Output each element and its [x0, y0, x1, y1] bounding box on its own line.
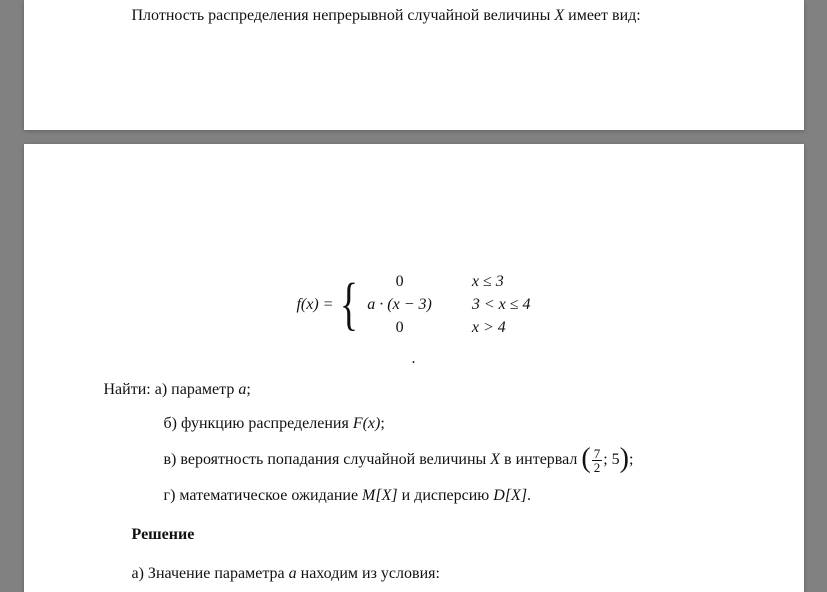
interval-fraction: 72: [592, 447, 603, 474]
case-1: 0: [396, 270, 404, 293]
interval-semicolon: ;: [603, 451, 611, 468]
case-2: a · (x − 3): [367, 293, 432, 316]
find-c-var: X: [490, 451, 500, 468]
interval-right: 5: [612, 451, 620, 468]
case-3: 0: [396, 316, 404, 339]
density-equation: f(x) = { 0 a · (x − 3) 0 x ≤ 3 3 < x ≤ 4…: [104, 270, 724, 340]
find-d-m: M[X]: [362, 487, 398, 504]
find-a: Найти: а) параметр a;: [104, 378, 724, 403]
find-d-post: .: [527, 487, 531, 504]
eq-lhs: f(x) =: [296, 296, 333, 314]
frac-den: 2: [592, 461, 603, 474]
intro-pre: Плотность распределения непрерывной случ…: [132, 7, 555, 24]
find-b-post: ;: [380, 415, 384, 432]
intro-var: X: [554, 7, 564, 24]
solution-heading: Решение: [104, 523, 724, 548]
intro-post: имеет вид:: [564, 7, 641, 24]
conditions-column: x ≤ 3 3 < x ≤ 4 x > 4: [472, 270, 531, 340]
find-subitems: б) функцию распределения F(x); в) вероят…: [164, 412, 724, 509]
cond-1: x ≤ 3: [472, 270, 504, 293]
find-d-and: и дисперсию: [398, 487, 494, 504]
find-c-mid: в интервал: [500, 451, 581, 468]
find-c-post: ;: [629, 451, 633, 468]
find-b: б) функцию распределения F(x);: [164, 412, 724, 437]
sol-a-var: a: [289, 565, 297, 582]
sol-a-pre: а) Значение параметра: [132, 565, 289, 582]
page-2: f(x) = { 0 a · (x − 3) 0 x ≤ 3 3 < x ≤ 4…: [24, 144, 804, 592]
find-b-pre: б) функцию распределения: [164, 415, 353, 432]
eq-lhs-wrap: f(x) = { 0 a · (x − 3) 0: [296, 270, 431, 340]
frac-num: 7: [592, 447, 603, 461]
sol-a-post: находим из условия:: [297, 565, 440, 582]
cond-2: 3 < x ≤ 4: [472, 293, 531, 316]
solution-a-line: а) Значение параметра a находим из услов…: [104, 562, 724, 587]
find-b-fun: F(x): [353, 415, 381, 432]
find-d: г) математическое ожидание M[X] и диспер…: [164, 484, 724, 509]
find-a-post: ;: [246, 381, 250, 398]
page-1: Плотность распределения непрерывной случ…: [24, 0, 804, 130]
find-c-pre: в) вероятность попадания случайной велич…: [164, 451, 491, 468]
viewport: Плотность распределения непрерывной случ…: [0, 0, 827, 592]
cond-3: x > 4: [472, 316, 506, 339]
find-d-pre: г) математическое ожидание: [164, 487, 363, 504]
find-d-d: D[X]: [493, 487, 527, 504]
find-c: в) вероятность попадания случайной велич…: [164, 447, 724, 474]
equation-period: .: [104, 350, 724, 368]
intro-paragraph: Плотность распределения непрерывной случ…: [104, 4, 724, 29]
find-lead: Найти: а) параметр: [104, 381, 239, 398]
cases-column: 0 a · (x − 3) 0: [367, 270, 432, 340]
left-brace: {: [340, 284, 358, 325]
